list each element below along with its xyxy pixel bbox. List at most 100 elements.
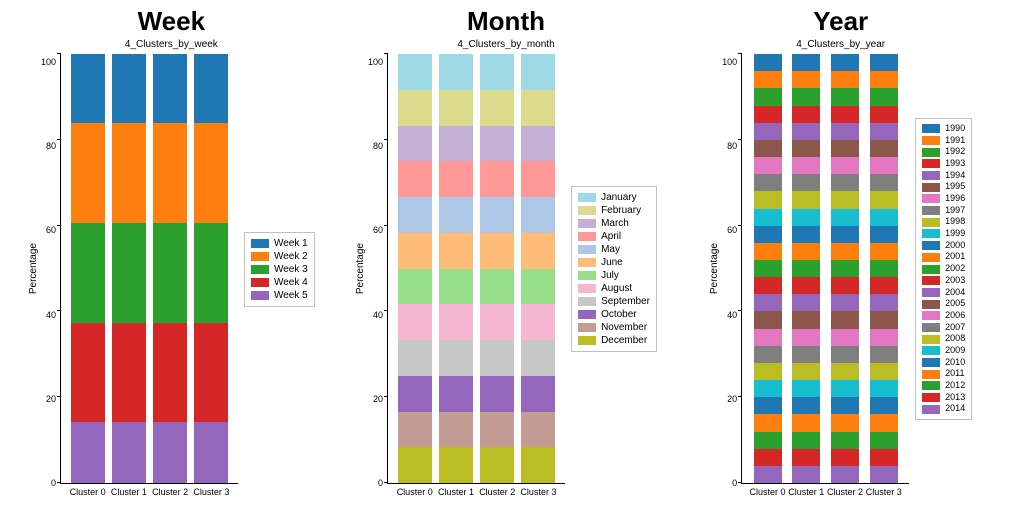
legend-label: 1996	[945, 193, 965, 205]
bar-segment	[754, 174, 782, 191]
x-tick-label: Cluster 2	[152, 487, 188, 497]
panel-title: Month	[467, 6, 545, 37]
legend-label: 1998	[945, 216, 965, 228]
bar-segment	[754, 88, 782, 105]
bar-segment	[831, 346, 859, 363]
stacked-bar	[71, 54, 105, 483]
bar-segment	[754, 157, 782, 174]
bar-segment	[398, 197, 432, 233]
panel-subtitle: 4_Clusters_by_week	[125, 39, 218, 50]
legend-label: 2009	[945, 345, 965, 357]
panel-title: Year	[813, 6, 868, 37]
legend-label: April	[601, 230, 621, 243]
legend-swatch	[922, 136, 940, 145]
bar-segment	[153, 422, 187, 483]
plot-row: Percentage020406080100Cluster 0Cluster 1…	[28, 54, 315, 484]
bar-segment	[71, 54, 105, 123]
legend-label: 1993	[945, 158, 965, 170]
bar-segment	[831, 294, 859, 311]
legend-item: 2005	[922, 298, 965, 310]
bar-segment	[439, 90, 473, 126]
bar-segment	[480, 304, 514, 340]
panel-subtitle: 4_Clusters_by_year	[796, 39, 885, 50]
stacked-bar	[112, 54, 146, 483]
bar-segment	[439, 304, 473, 340]
bar-segment	[521, 376, 555, 412]
legend-label: December	[601, 334, 647, 347]
legend-label: 1995	[945, 181, 965, 193]
bar-segment	[521, 90, 555, 126]
bar-column: Cluster 3	[870, 54, 898, 483]
legend-label: June	[601, 256, 623, 269]
stacked-bar	[194, 54, 228, 483]
bar-segment	[153, 54, 187, 123]
legend-label: Week 5	[274, 289, 308, 302]
legend-item: 1993	[922, 158, 965, 170]
legend-item: 1990	[922, 123, 965, 135]
bar-segment	[398, 269, 432, 305]
bar-segment	[870, 191, 898, 208]
legend-swatch	[578, 297, 596, 306]
x-tick-label: Cluster 0	[70, 487, 106, 497]
bar-segment	[112, 123, 146, 223]
bar-segment	[831, 397, 859, 414]
stacked-bar	[754, 54, 782, 483]
legend-item: April	[578, 230, 650, 243]
bar-segment	[870, 346, 898, 363]
bar-segment	[480, 447, 514, 483]
legend-item: 1992	[922, 146, 965, 158]
bar-segment	[521, 161, 555, 197]
panel-subtitle: 4_Clusters_by_month	[457, 39, 554, 50]
legend-item: September	[578, 295, 650, 308]
legend-label: 2001	[945, 251, 965, 263]
legend-label: February	[601, 204, 641, 217]
y-tick-label: 20	[368, 395, 383, 404]
legend-swatch	[251, 239, 269, 248]
legend-item: 1994	[922, 170, 965, 182]
bar-segment	[870, 329, 898, 346]
bar-segment	[870, 449, 898, 466]
legend-swatch	[922, 253, 940, 262]
bar-segment	[754, 294, 782, 311]
bar-segment	[831, 71, 859, 88]
bar-segment	[754, 432, 782, 449]
legend-swatch	[922, 218, 940, 227]
bar-segment	[480, 54, 514, 90]
y-ticks: 020406080100	[41, 54, 60, 484]
legend: 1990199119921993199419951996199719981999…	[915, 118, 972, 420]
panel-year: Year 4_Clusters_by_year Percentage02040608…	[673, 6, 1008, 509]
legend-swatch	[251, 252, 269, 261]
legend-item: 1996	[922, 193, 965, 205]
legend-swatch	[922, 393, 940, 402]
legend-item: Week 2	[251, 250, 308, 263]
bar-segment	[831, 466, 859, 483]
plot-row: Percentage020406080100Cluster 0Cluster 1…	[709, 54, 972, 484]
bar-segment	[480, 161, 514, 197]
bar-segment	[398, 412, 432, 448]
legend-label: August	[601, 282, 632, 295]
bar-segment	[792, 123, 820, 140]
bar-segment	[870, 209, 898, 226]
bar-segment	[792, 140, 820, 157]
legend-swatch	[922, 159, 940, 168]
legend-label: 2014	[945, 403, 965, 415]
y-tick-label: 100	[722, 58, 737, 67]
bar-segment	[480, 269, 514, 305]
legend-swatch	[922, 311, 940, 320]
bar-segment	[831, 191, 859, 208]
y-tick-label: 40	[41, 311, 56, 320]
legend-item: February	[578, 204, 650, 217]
bar-segment	[439, 447, 473, 483]
legend-swatch	[922, 346, 940, 355]
bar-segment	[480, 233, 514, 269]
legend-label: 1994	[945, 170, 965, 182]
bar-segment	[194, 323, 228, 423]
legend-swatch	[922, 381, 940, 390]
stacked-bar	[480, 54, 514, 483]
panel-week: Week4_Clusters_by_weekPercentage02040608…	[4, 6, 339, 509]
panel-month: Month4_Clusters_by_monthPercentage020406…	[339, 6, 674, 509]
bar-segment	[754, 397, 782, 414]
bar-segment	[754, 346, 782, 363]
legend-item: 1998	[922, 216, 965, 228]
bar-segment	[831, 174, 859, 191]
